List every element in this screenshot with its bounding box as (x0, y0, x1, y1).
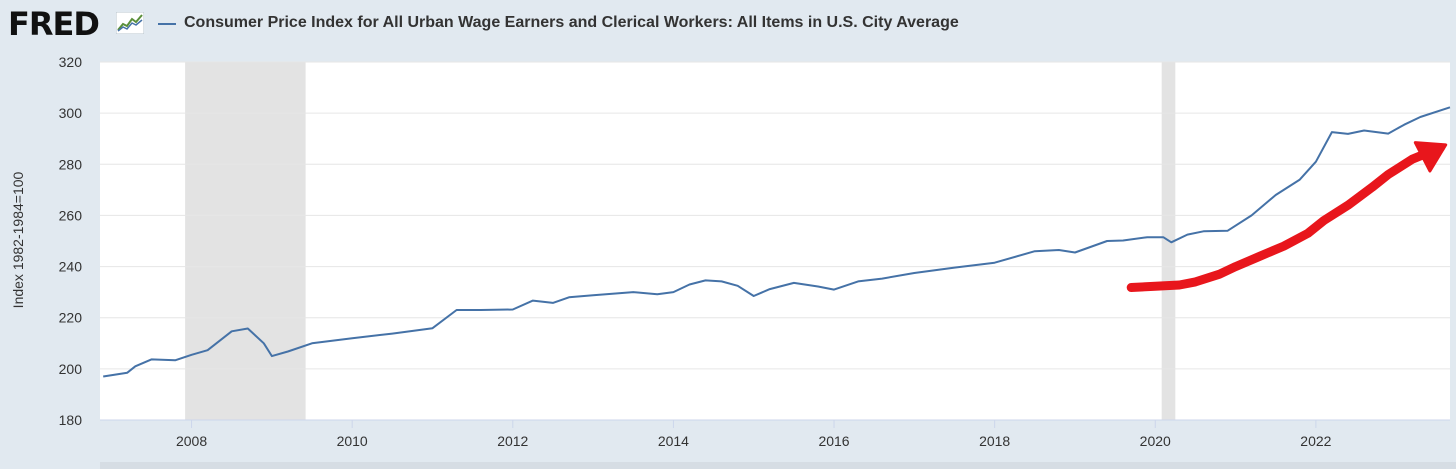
annotation-layer (1126, 141, 1448, 292)
y-tick-label: 180 (59, 412, 83, 428)
y-tick-label: 320 (59, 54, 83, 70)
x-tick-label: 2008 (176, 433, 207, 449)
x-tick-label: 2010 (337, 433, 368, 449)
recession-band (185, 62, 306, 420)
range-slider-bar[interactable] (100, 462, 1456, 469)
series-layer (103, 106, 1451, 378)
annotation-arrowhead (1413, 141, 1448, 173)
y-tick-label: 280 (59, 156, 83, 172)
plot-area (100, 62, 1450, 420)
fred-chart-icon (116, 12, 144, 34)
fred-logo[interactable]: FRED (8, 5, 100, 43)
y-tick-label: 200 (59, 361, 83, 377)
chart-header: FRED Consumer Price Index for All Urban … (0, 0, 1456, 50)
y-tick-label: 220 (59, 310, 83, 326)
x-tick-label: 2022 (1300, 433, 1331, 449)
x-tick-label: 2016 (818, 433, 849, 449)
x-tick-label: 2012 (497, 433, 528, 449)
series-line[interactable] (103, 106, 1451, 378)
gridlines (100, 61, 1450, 370)
x-tick-label: 2018 (979, 433, 1010, 449)
y-tick-label: 300 (59, 105, 83, 121)
y-tick-label: 260 (59, 207, 83, 223)
annotation-arrow-line (1126, 143, 1445, 292)
legend-series-label[interactable]: Consumer Price Index for All Urban Wage … (184, 14, 959, 31)
x-tick-label: 2020 (1140, 433, 1171, 449)
y-tick-label: 240 (59, 259, 83, 275)
x-tick-label: 2014 (658, 433, 689, 449)
x-tick-labels: 2008 2010 2012 2014 2016 2018 2020 2022 (100, 419, 1450, 449)
legend-swatch (158, 23, 176, 25)
y-tick-labels: 180 200 220 240 260 280 300 320 (59, 54, 83, 428)
